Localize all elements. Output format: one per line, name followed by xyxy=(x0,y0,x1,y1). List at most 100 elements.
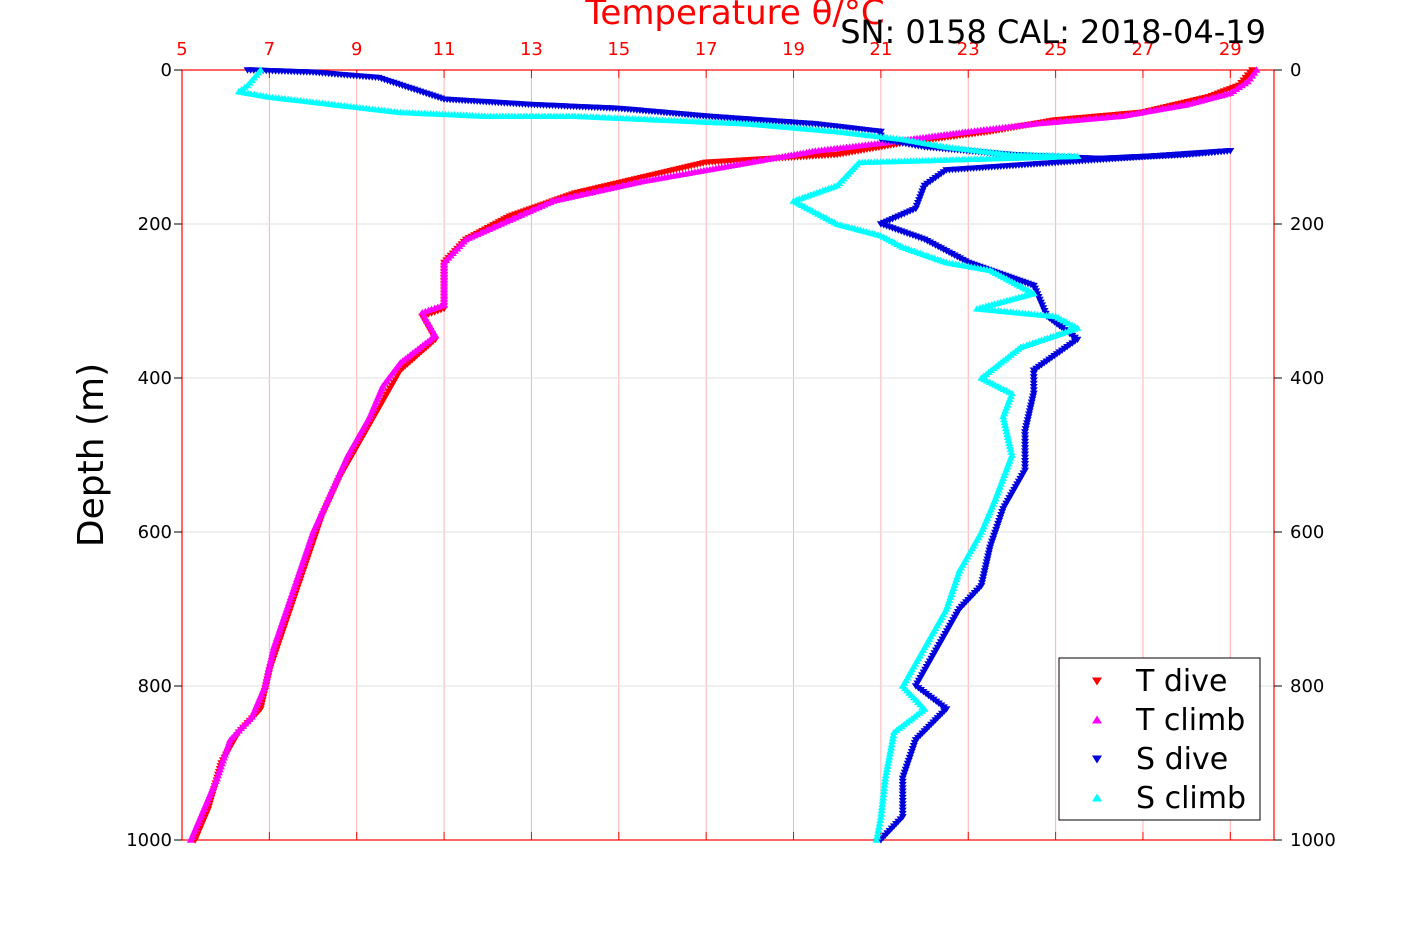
data-point xyxy=(881,774,890,782)
data-point xyxy=(879,794,888,801)
data-point xyxy=(1005,442,1014,449)
legend-entry-label: T climb xyxy=(1135,703,1245,738)
data-point xyxy=(882,765,891,772)
data-point xyxy=(1029,367,1038,374)
data-point xyxy=(875,819,884,827)
data-point xyxy=(269,643,278,651)
data-point xyxy=(880,778,889,785)
data-point xyxy=(267,652,276,660)
data-point xyxy=(874,826,883,833)
data-point xyxy=(898,798,907,805)
data-point xyxy=(887,744,896,751)
data-point xyxy=(880,781,889,788)
data-point xyxy=(886,747,895,754)
y-tick-label-left: 800 xyxy=(138,676,172,697)
data-point xyxy=(1021,435,1030,442)
legend-marker xyxy=(1092,677,1102,686)
data-point xyxy=(898,775,907,782)
data-point xyxy=(1021,445,1030,452)
data-point xyxy=(1021,464,1030,471)
x-tick-label: 27 xyxy=(1132,39,1155,60)
data-point xyxy=(1003,433,1012,441)
x-tick-label: 25 xyxy=(1044,39,1067,60)
x-tick-label: 5 xyxy=(176,39,187,60)
data-point xyxy=(265,661,274,669)
x-tick-label: 11 xyxy=(433,39,456,60)
legend-marker xyxy=(1092,715,1102,724)
data-point xyxy=(876,816,885,823)
y-tick-label-left: 200 xyxy=(138,214,172,235)
legend-marker xyxy=(1092,755,1102,764)
data-point xyxy=(876,813,885,820)
data-point xyxy=(877,803,886,811)
y-tick-label-right: 800 xyxy=(1290,676,1324,697)
data-point xyxy=(878,800,887,807)
chart-title: Temperature θ/°C xyxy=(584,0,884,33)
data-point xyxy=(1006,445,1015,452)
data-point xyxy=(888,737,897,745)
data-point xyxy=(268,649,277,657)
data-point xyxy=(884,759,893,766)
y-tick-label-right: 400 xyxy=(1290,368,1324,389)
data-point xyxy=(873,829,882,837)
data-point xyxy=(262,676,271,683)
data-point xyxy=(880,784,889,791)
plot-frame xyxy=(181,69,1275,841)
data-point xyxy=(885,750,894,757)
data-point xyxy=(878,797,887,804)
data-point xyxy=(881,771,890,779)
data-point xyxy=(1029,374,1038,381)
data-point xyxy=(261,679,270,686)
data-point xyxy=(263,670,272,677)
data-point xyxy=(1021,451,1030,458)
y-tick-label-left: 400 xyxy=(138,368,172,389)
data-point xyxy=(1002,427,1011,435)
data-point xyxy=(875,823,884,830)
legend-entry-label: S dive xyxy=(1136,742,1228,777)
legend-entry-label: S climb xyxy=(1136,781,1246,816)
data-point xyxy=(876,128,885,136)
x-tick-label: 29 xyxy=(1219,39,1242,60)
data-point xyxy=(1021,454,1030,462)
data-point xyxy=(898,807,907,815)
data-point xyxy=(883,762,892,769)
data-point xyxy=(1021,438,1030,446)
data-point xyxy=(1000,418,1009,426)
data-point xyxy=(882,768,891,776)
data-point xyxy=(265,664,274,672)
data-point xyxy=(1021,461,1030,468)
data-point xyxy=(898,778,907,786)
data-point xyxy=(888,734,897,742)
y-tick-label-right: 1000 xyxy=(1290,830,1336,851)
y-tick-label-left: 1000 xyxy=(126,830,172,851)
data-point xyxy=(266,658,275,666)
data-point xyxy=(898,810,907,818)
data-point xyxy=(264,667,273,674)
x-tick-label: 7 xyxy=(264,39,275,60)
data-point xyxy=(872,836,881,843)
y-tick-label-left: 0 xyxy=(161,60,172,81)
data-point xyxy=(1021,429,1030,436)
x-tick-label: 13 xyxy=(520,39,543,60)
y-tick-label-right: 600 xyxy=(1290,522,1324,543)
data-point xyxy=(889,731,898,739)
data-point xyxy=(1004,436,1013,443)
data-point xyxy=(884,756,893,763)
data-point xyxy=(877,806,886,814)
legend: T dive T climb S dive S climb xyxy=(1058,657,1261,821)
data-point xyxy=(879,790,888,798)
data-point xyxy=(186,836,195,843)
y-tick-label-right: 0 xyxy=(1290,60,1301,81)
data-point xyxy=(1029,370,1038,378)
data-point xyxy=(898,785,907,792)
y-axis-label: Depth (m) xyxy=(71,363,112,547)
data-point xyxy=(999,415,1008,423)
data-point xyxy=(1003,430,1012,438)
data-point xyxy=(879,787,888,795)
data-point xyxy=(267,655,276,663)
chart-subtitle: SN: 0158 CAL: 2018-04-19 xyxy=(840,13,1266,51)
x-tick-label: 17 xyxy=(695,39,718,60)
series-s-climb xyxy=(234,66,1082,843)
data-point xyxy=(1001,424,1010,432)
data-point xyxy=(999,412,1008,420)
